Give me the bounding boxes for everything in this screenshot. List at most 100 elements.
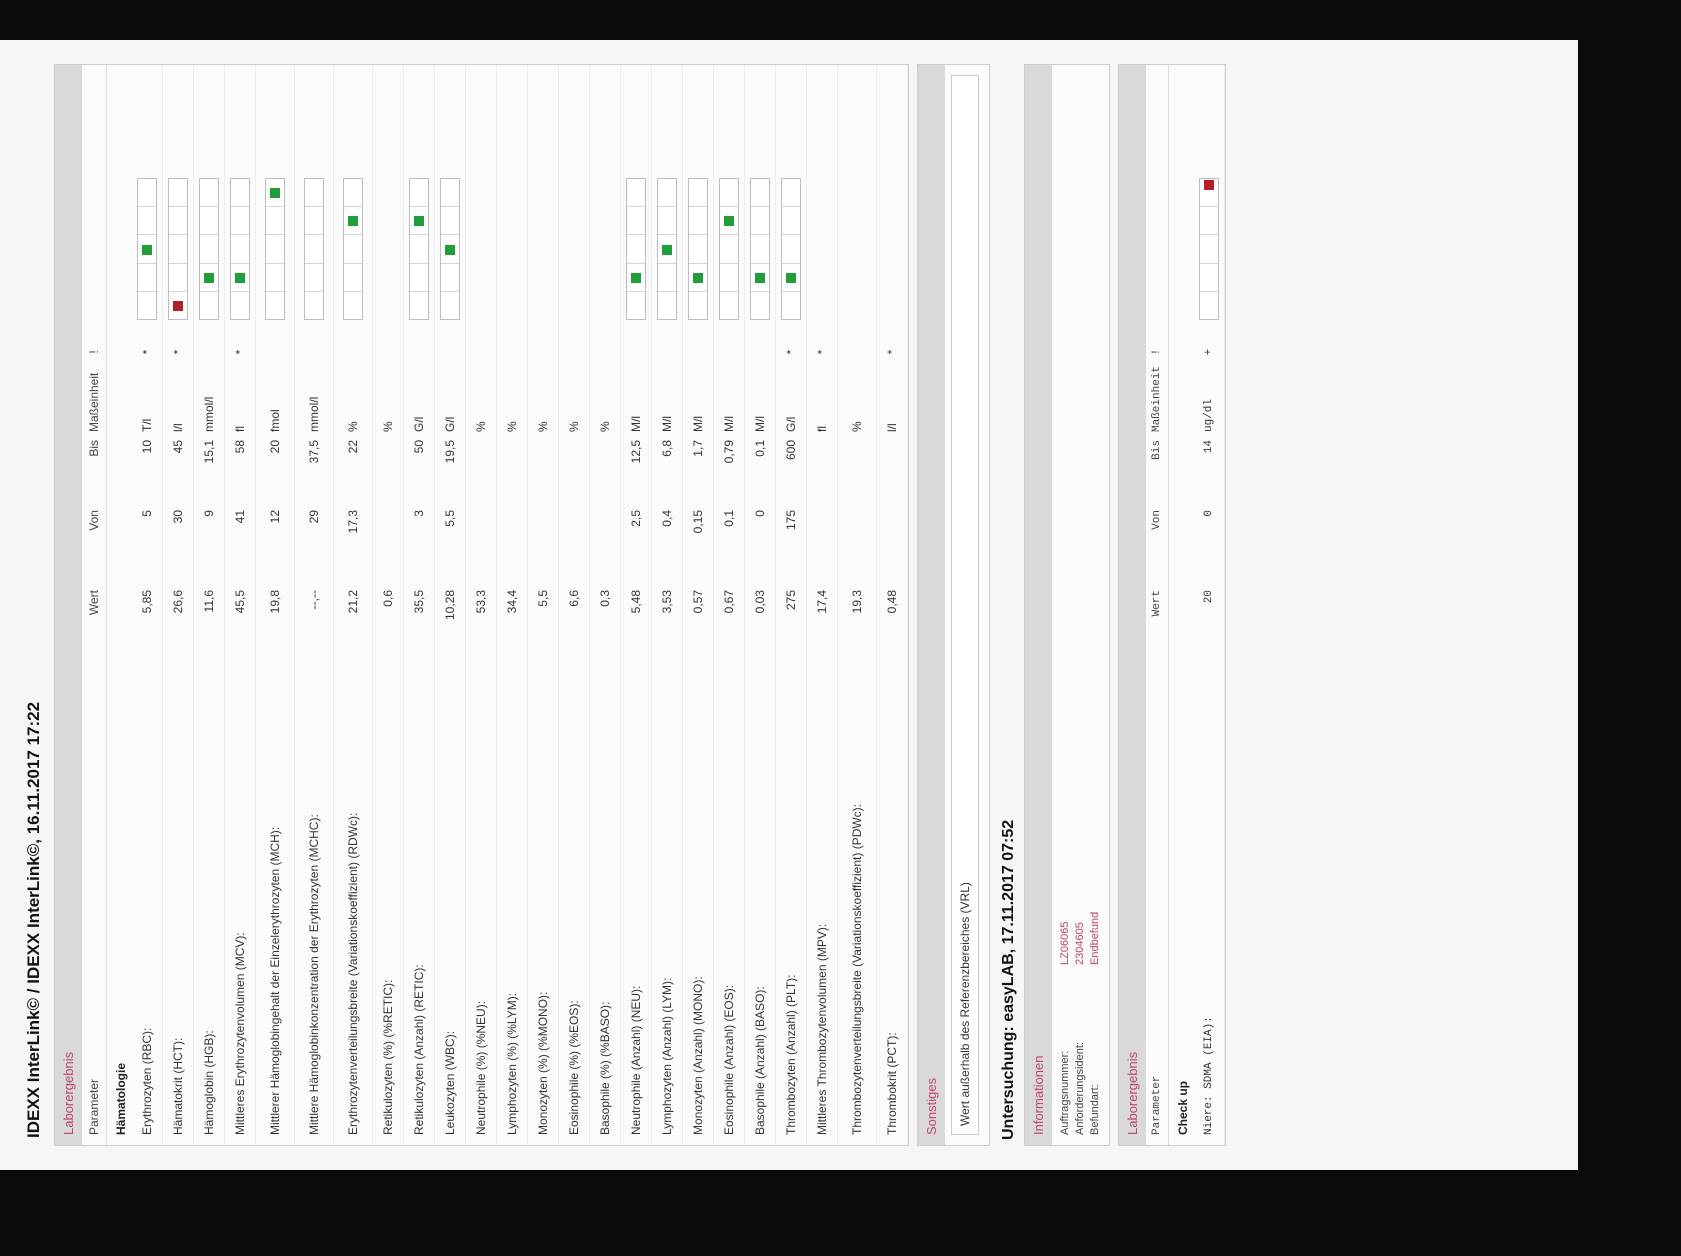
unit-cell: fl — [233, 426, 247, 432]
range-bar-segment — [782, 206, 800, 235]
param-cell: Basophile (Anzahl) (BASO): — [753, 986, 767, 1135]
range-bar-segment — [410, 234, 428, 263]
range-bar-segment — [200, 206, 218, 235]
value-cell: 5,85 — [140, 590, 154, 614]
value-cell: 10,28 — [443, 590, 457, 621]
param-cell: Mittleres Thrombozytenvolumen (MPV): — [815, 923, 829, 1135]
col-bis[interactable]: Bis — [1151, 440, 1163, 460]
range-bar-segment — [305, 206, 323, 235]
col-parameter[interactable]: Parameter — [1151, 1075, 1163, 1135]
param-cell: Thrombozyten (Anzahl) (PLT): — [784, 974, 798, 1136]
range-bar-cell — [343, 144, 363, 332]
info-title[interactable]: Informationen — [1025, 65, 1052, 1145]
range-bar-segment — [627, 179, 645, 206]
value-cell: 21,2 — [346, 590, 360, 614]
col-unit[interactable]: Maßeinheit — [87, 372, 101, 432]
col-flag[interactable]: ! — [1151, 348, 1163, 356]
range-bar-cell — [137, 144, 157, 332]
range-bar — [343, 178, 363, 320]
param-cell: Eosinophile (%) (%EOS): — [567, 1000, 581, 1135]
sonstiges-panel: Sonstiges Wert außerhalb des Referenzber… — [917, 64, 990, 1146]
exam-results-title[interactable]: Laborergebnis — [1119, 65, 1146, 1145]
flag-cell: * — [885, 349, 899, 355]
results-section-title[interactable]: Laborergebnis — [55, 65, 82, 1145]
unit-cell: M/l — [753, 416, 767, 432]
min-cell: 175 — [784, 510, 798, 531]
param-cell: Lymphozyten (Anzahl) (LYM): — [660, 977, 674, 1135]
range-bar-segment — [344, 290, 362, 319]
unit-cell: M/l — [722, 416, 736, 432]
param-cell: Monozyten (%) (%MONO): — [536, 991, 550, 1135]
flag-cell: * — [784, 349, 798, 355]
col-von[interactable]: Von — [87, 510, 101, 531]
range-bar — [657, 178, 677, 320]
max-cell: 45 — [171, 440, 185, 454]
col-wert[interactable]: Wert — [1151, 590, 1163, 617]
col-parameter[interactable]: Parameter — [87, 1078, 101, 1135]
table-row: Thrombozytenverteilungsbreite (Variation… — [838, 65, 877, 1145]
in-range-marker — [724, 216, 734, 227]
table-row: Thrombokrit (PCT): 0,48 l/l * — [877, 65, 908, 1145]
value-cell: 3,53 — [660, 590, 674, 614]
col-bar — [87, 144, 101, 332]
unit-cell: T/l — [140, 418, 154, 432]
param-cell: Monozyten (Anzahl) (MONO): — [691, 976, 705, 1135]
col-wert[interactable]: Wert — [87, 590, 101, 616]
table-row: Erythrozyten (RBC): 5,85 5 10 T/l * — [132, 65, 163, 1145]
unit-cell: % — [850, 421, 864, 432]
param-cell: Leukozyten (WBC): — [443, 1030, 457, 1135]
col-unit[interactable]: Maßeinheit — [1151, 365, 1163, 432]
range-bar — [304, 178, 324, 320]
col-bis[interactable]: Bis — [87, 440, 101, 457]
max-cell: 22 — [346, 440, 360, 454]
value-cell: 20 — [1203, 590, 1215, 604]
unit-cell: M/l — [629, 416, 643, 432]
range-bar-segment — [720, 179, 738, 206]
max-cell: 50 — [412, 440, 426, 454]
value-cell: 5,5 — [536, 590, 550, 607]
results-header-row: Parameter Wert Von Bis Maßeinheit ! — [82, 65, 107, 1145]
col-von[interactable]: Von — [1151, 510, 1163, 530]
range-bar-segment — [751, 179, 769, 206]
col-flag[interactable]: ! — [87, 350, 101, 354]
unit-cell: % — [536, 421, 550, 432]
value-cell: 19,8 — [268, 590, 282, 614]
min-cell: 0 — [1203, 510, 1215, 517]
unit-cell: M/l — [691, 416, 705, 432]
range-bar-segment — [689, 206, 707, 235]
range-bar-cell — [304, 144, 324, 332]
in-range-marker — [414, 216, 424, 227]
range-bar — [199, 178, 219, 320]
range-bar-segment — [169, 290, 187, 319]
param-cell: Thrombokrit (PCT): — [885, 1032, 899, 1135]
table-row: Basophile (%) (%BASO): 0,3% — [590, 65, 621, 1145]
range-bar-segment — [138, 206, 156, 235]
flag-cell: * — [233, 349, 247, 355]
unit-cell: % — [598, 421, 612, 432]
range-bar — [137, 178, 157, 320]
table-row: Erythrozytenverteilungsbreite (Variation… — [334, 65, 373, 1145]
table-row: Basophile (Anzahl) (BASO): 0,03 0 0,1 M/l — [745, 65, 776, 1145]
range-bar-segment — [441, 234, 459, 263]
unit-cell: % — [346, 421, 360, 432]
min-cell: 12 — [268, 510, 282, 524]
param-cell: Neutrophile (Anzahl) (NEU): — [629, 985, 643, 1135]
min-cell: 0 — [753, 510, 767, 517]
table-row: Niere: SDMA (EIA): 20 0 14 ug/dl + — [1194, 65, 1225, 1145]
in-range-marker — [204, 272, 214, 283]
range-bar-segment — [169, 179, 187, 206]
unit-cell: G/l — [443, 416, 457, 432]
value-cell: 0,3 — [598, 590, 612, 607]
range-bar — [626, 178, 646, 320]
range-bar-cell — [688, 144, 708, 332]
range-bar-cell — [719, 144, 739, 332]
value-cell: 19,3 — [850, 590, 864, 614]
range-bar-cell — [781, 144, 801, 332]
range-bar-segment — [627, 262, 645, 291]
info-key: Anforderungsident: — [1074, 1042, 1086, 1135]
table-row: Mittlere Hämoglobinkonzentration der Ery… — [295, 65, 334, 1145]
range-bar-segment — [627, 234, 645, 263]
range-bar — [750, 178, 770, 320]
sonstiges-title[interactable]: Sonstiges — [918, 65, 945, 1145]
param-cell: Retikulozyten (Anzahl) (RETIC): — [412, 964, 426, 1135]
